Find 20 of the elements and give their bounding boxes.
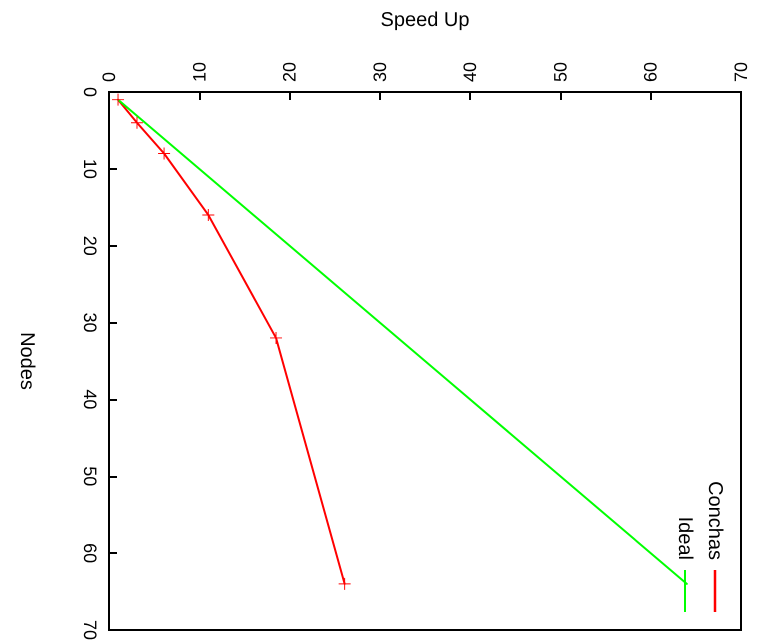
y-tick-label: 10 [80, 158, 100, 179]
y-tick-label: 50 [80, 466, 100, 486]
x-tick-label: 10 [189, 62, 210, 82]
x-tick-label: 60 [640, 62, 661, 82]
x-tick-label: 0 [99, 72, 119, 82]
y-tick-label: 30 [80, 312, 100, 333]
x-tick-label: 20 [280, 62, 300, 82]
x-tick-label: 40 [460, 62, 480, 82]
y-axis-title: Nodes [16, 332, 38, 390]
x-axis-title: Speed Up [380, 9, 470, 31]
x-tick-label: 30 [370, 62, 390, 82]
y-tick-label: 60 [80, 543, 100, 564]
y-tick-label: 20 [80, 236, 100, 256]
x-tick-label: 70 [731, 62, 751, 82]
x-tick-label: 50 [550, 62, 570, 82]
text: Ideal [674, 516, 696, 560]
y-tick-label: 40 [80, 389, 100, 410]
text: Conchas [704, 481, 726, 560]
y-tick-label: 0 [80, 86, 100, 98]
y-tick-label: 70 [80, 620, 100, 640]
